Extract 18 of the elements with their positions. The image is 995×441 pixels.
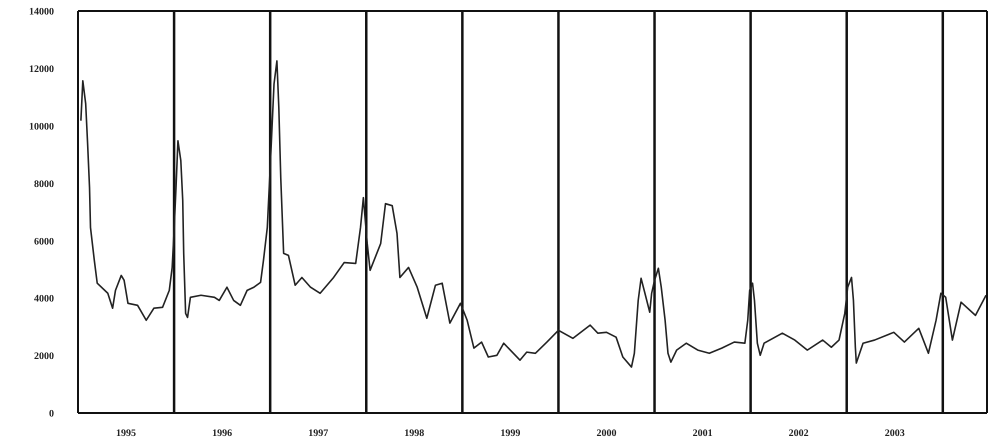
y-tick-label: 12000 (29, 64, 54, 75)
x-tick-label: 2001 (692, 428, 713, 440)
y-tick-label: 0 (49, 408, 54, 420)
x-tick-label: 1995 (116, 428, 136, 440)
x-tick-label: 1996 (212, 428, 232, 440)
x-tick-label: 2003 (884, 428, 905, 440)
y-tick-label: 6000 (34, 236, 54, 248)
y-tick-label: 2000 (34, 351, 54, 362)
y-tick-label: 8000 (34, 178, 54, 190)
x-tick-label: 1998 (404, 428, 424, 440)
y-tick-label: 14000 (29, 6, 54, 18)
x-tick-label: 1999 (500, 428, 520, 440)
y-tick-label: 4000 (34, 294, 54, 305)
x-tick-label: 2002 (788, 428, 809, 440)
line-series (80, 60, 987, 368)
x-tick-label: 2000 (596, 428, 616, 440)
x-tick-label: 1997 (308, 428, 328, 440)
y-tick-label: 10000 (29, 121, 54, 132)
